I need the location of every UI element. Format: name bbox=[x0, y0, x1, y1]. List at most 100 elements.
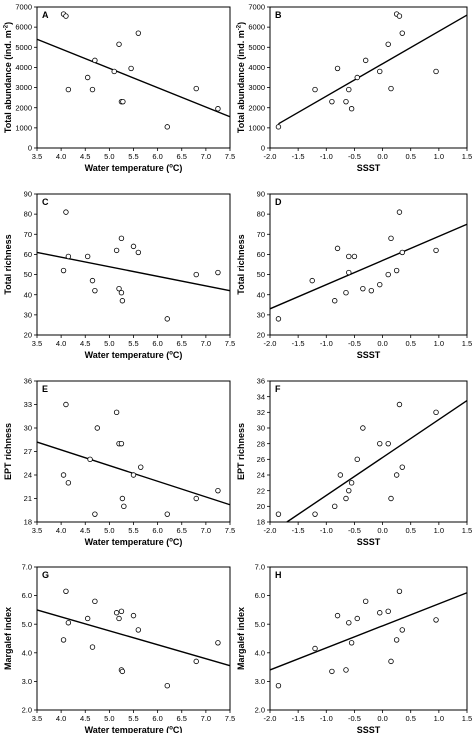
data-point bbox=[60, 267, 67, 274]
x-tick-label: 5.0 bbox=[104, 152, 114, 161]
x-axis-label: SSST bbox=[357, 725, 381, 733]
x-tick-label: 1.0 bbox=[434, 152, 444, 161]
data-point bbox=[63, 13, 69, 19]
regression-line bbox=[269, 223, 468, 310]
x-tick-label: 7.0 bbox=[201, 714, 211, 723]
regression-line bbox=[36, 609, 231, 667]
data-point bbox=[388, 85, 394, 92]
y-tick-label: 7000 bbox=[248, 3, 265, 12]
chart-panel-a: 3.5 4.0 4.5 5.0 5.5 6.0 6.5 7.0 7.5 0 1000 2000 3000… bbox=[3, 3, 235, 173]
x-tick-label: 7.5 bbox=[225, 152, 235, 161]
data-point bbox=[84, 253, 91, 260]
y-tick-label: 28 bbox=[257, 439, 265, 448]
data-point bbox=[396, 401, 403, 408]
y-tick-label: 26 bbox=[257, 455, 265, 464]
regression-line bbox=[278, 14, 468, 125]
data-point bbox=[275, 511, 282, 517]
data-point bbox=[193, 495, 199, 502]
data-point bbox=[135, 30, 142, 36]
data-point bbox=[396, 209, 403, 215]
x-axis-label: SSST bbox=[357, 350, 381, 360]
y-axis-label-tail: ) bbox=[3, 22, 13, 25]
x-axis-label-superscript: o bbox=[169, 726, 173, 732]
y-tick-label: 70 bbox=[257, 230, 265, 239]
data-point bbox=[138, 464, 144, 470]
x-tick-label: 7.5 bbox=[225, 526, 235, 535]
y-tick-label: 70 bbox=[24, 230, 32, 239]
y-tick-label: 27 bbox=[24, 447, 32, 456]
y-tick-label: 7.0 bbox=[22, 563, 32, 572]
x-axis-label: Water temperature (oC) bbox=[85, 537, 183, 547]
data-point bbox=[433, 617, 439, 623]
data-point bbox=[433, 409, 439, 416]
data-point bbox=[343, 98, 349, 105]
data-point bbox=[354, 456, 360, 463]
x-axis-label: Water temperature (oC) bbox=[85, 350, 183, 360]
y-tick-label: 6.0 bbox=[255, 591, 265, 600]
data-point bbox=[332, 503, 338, 510]
x-tick-label: 4.5 bbox=[80, 339, 90, 348]
data-point bbox=[63, 588, 69, 595]
x-tick-label: 0.0 bbox=[377, 152, 387, 161]
x-tick-label: 0.0 bbox=[377, 339, 387, 348]
data-point bbox=[119, 495, 126, 502]
data-point bbox=[128, 65, 134, 72]
data-point bbox=[193, 658, 199, 665]
data-point bbox=[388, 658, 394, 665]
data-point bbox=[215, 269, 221, 276]
data-point bbox=[215, 106, 221, 112]
x-tick-label: 4.0 bbox=[56, 714, 66, 723]
chart-panel-f: -2.0 -1.5 -1.0 -0.5 0.0 0.5 1.0 1.5 18 20 22 24 26 28… bbox=[236, 377, 472, 547]
y-axis-label: Margalef index bbox=[236, 607, 246, 670]
y-tick-label: 5000 bbox=[248, 43, 265, 52]
y-tick-label: 20 bbox=[257, 502, 265, 511]
y-axis-label-main: Total abundance (ind. m bbox=[236, 30, 246, 133]
y-tick-label: 32 bbox=[257, 408, 265, 417]
data-point bbox=[116, 285, 122, 292]
x-tick-label: -2.0 bbox=[264, 714, 277, 723]
data-point bbox=[399, 464, 405, 470]
data-point bbox=[84, 615, 91, 622]
data-point bbox=[121, 503, 127, 510]
data-point bbox=[385, 41, 391, 47]
y-tick-label: 2000 bbox=[15, 103, 32, 112]
x-tick-label: -1.0 bbox=[320, 526, 333, 535]
x-tick-label: 6.0 bbox=[152, 339, 162, 348]
x-tick-label: -1.5 bbox=[292, 526, 305, 535]
panel-letter: G bbox=[42, 570, 49, 580]
data-point bbox=[388, 495, 394, 502]
y-tick-label: 3.0 bbox=[22, 677, 32, 686]
x-tick-label: -1.0 bbox=[320, 339, 333, 348]
data-point bbox=[118, 235, 125, 242]
x-tick-label: -1.0 bbox=[320, 714, 333, 723]
y-tick-label: 60 bbox=[257, 250, 265, 259]
x-tick-label: 4.5 bbox=[80, 152, 90, 161]
y-tick-label: 7000 bbox=[15, 3, 32, 12]
x-tick-label: 1.5 bbox=[462, 339, 472, 348]
x-tick-label: 1.0 bbox=[434, 526, 444, 535]
data-point bbox=[92, 511, 98, 517]
x-tick-label: 7.0 bbox=[201, 339, 211, 348]
data-point bbox=[362, 598, 369, 605]
x-tick-label: -1.0 bbox=[320, 152, 333, 161]
x-axis-label-tail: C) bbox=[173, 725, 183, 733]
data-point bbox=[346, 269, 352, 276]
data-point bbox=[393, 472, 400, 478]
data-point bbox=[65, 480, 72, 486]
data-point bbox=[60, 472, 67, 478]
data-point bbox=[215, 640, 221, 646]
x-tick-label: 1.5 bbox=[462, 152, 472, 161]
x-tick-label: 6.5 bbox=[177, 714, 187, 723]
data-point bbox=[65, 620, 72, 626]
x-tick-label: -2.0 bbox=[264, 526, 277, 535]
panel-letter: F bbox=[275, 384, 281, 394]
y-tick-label: 18 bbox=[24, 518, 32, 527]
data-point bbox=[118, 440, 125, 447]
x-axis-label-tail: C) bbox=[173, 350, 183, 360]
x-tick-label: 1.5 bbox=[462, 526, 472, 535]
y-tick-label: 50 bbox=[24, 270, 32, 279]
y-tick-label: 40 bbox=[257, 290, 265, 299]
data-point bbox=[111, 68, 117, 75]
x-tick-label: 1.5 bbox=[462, 714, 472, 723]
